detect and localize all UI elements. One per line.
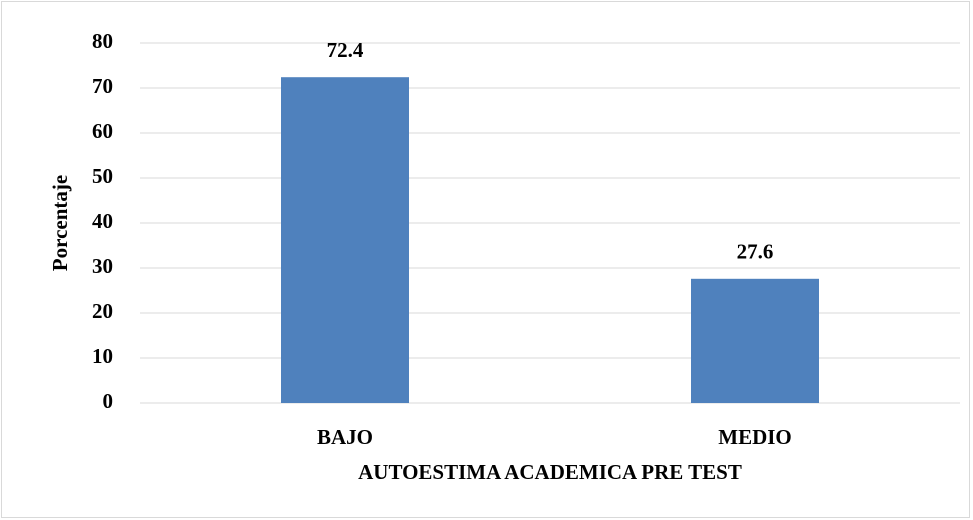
y-tick-label: 40 xyxy=(92,209,113,233)
x-tick-label: BAJO xyxy=(317,425,373,449)
y-tick-label: 70 xyxy=(92,74,113,98)
data-label: 72.4 xyxy=(327,38,364,62)
x-tick-label: MEDIO xyxy=(718,425,792,449)
y-tick-label: 60 xyxy=(92,119,113,143)
y-tick-label: 0 xyxy=(103,389,114,413)
y-tick-label: 80 xyxy=(92,29,113,53)
x-axis-label: AUTOESTIMA ACADEMICA PRE TEST xyxy=(358,460,742,484)
bar xyxy=(281,77,409,403)
y-tick-label: 10 xyxy=(92,344,113,368)
y-tick-label: 20 xyxy=(92,299,113,323)
y-tick-label: 30 xyxy=(92,254,113,278)
y-tick-label: 50 xyxy=(92,164,113,188)
bar xyxy=(691,278,819,403)
data-label: 27.6 xyxy=(737,240,774,264)
y-axis-label: Porcentaje xyxy=(48,175,72,271)
